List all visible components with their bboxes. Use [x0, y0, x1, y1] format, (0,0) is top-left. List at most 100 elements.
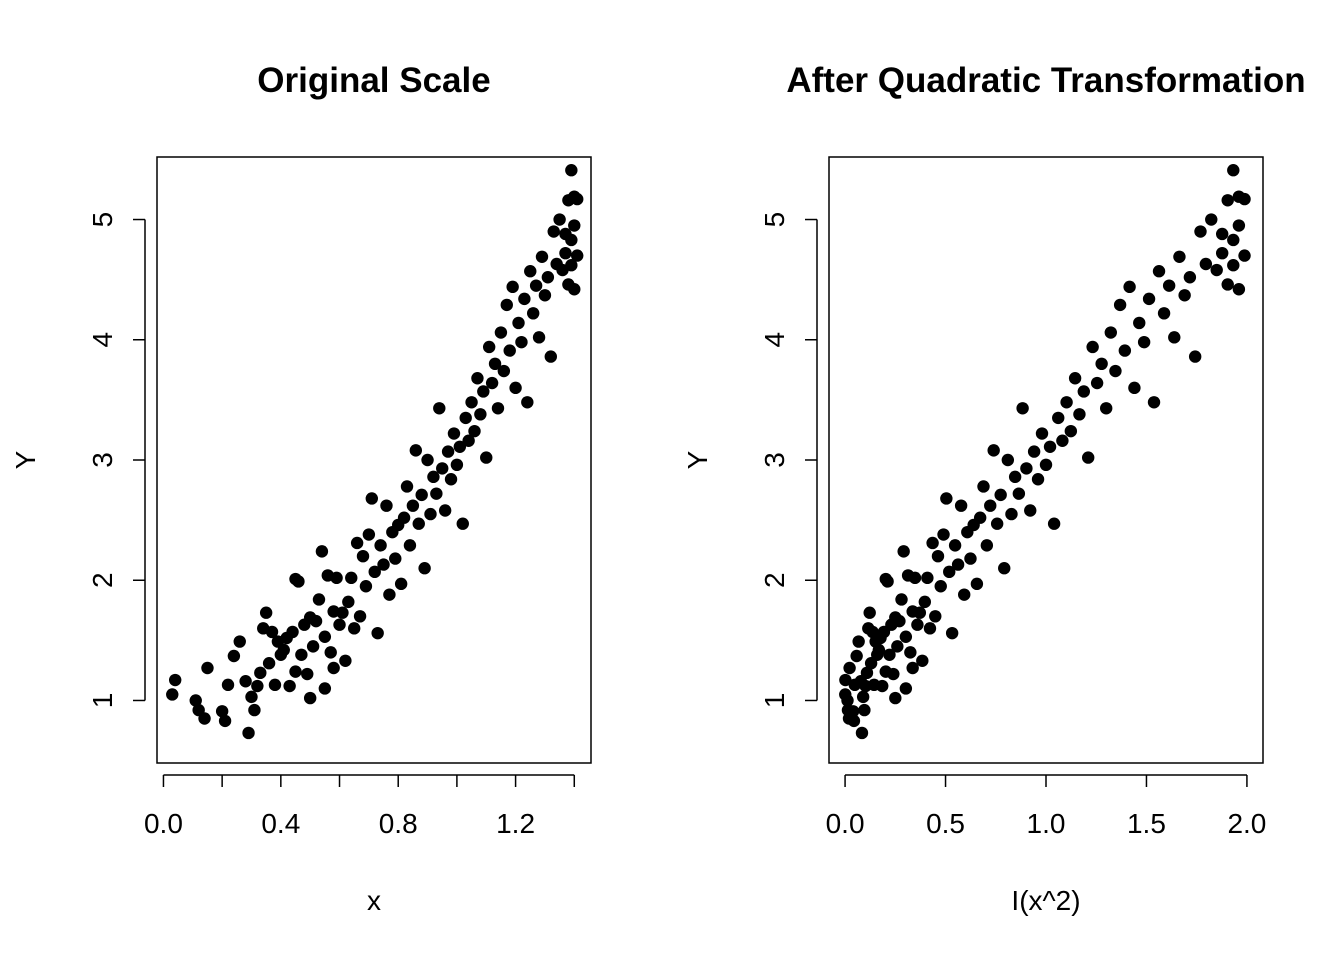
panel-2-data-point	[1099, 402, 1113, 415]
panel-2-data-point	[964, 552, 977, 565]
panel-2-data-point	[1090, 376, 1104, 390]
panel-1-data-point	[377, 558, 390, 571]
panel-1-data-point	[453, 440, 467, 453]
panel-1-data-point	[471, 372, 484, 385]
panel-2-data-point	[855, 726, 869, 740]
panel-2-data-point	[1194, 225, 1207, 238]
panel-1-data-point	[521, 396, 534, 409]
panel-1-data-point	[306, 640, 320, 653]
panel-1-data-point	[330, 571, 343, 585]
panel-2-data-point	[1077, 385, 1090, 398]
panel-1-data-point	[571, 249, 584, 262]
panel-2-data-point	[1086, 340, 1099, 354]
panel-1-data-point	[427, 470, 440, 484]
panel-1-data-point	[497, 364, 511, 378]
panel-1-data-point	[565, 164, 578, 177]
panel-2-data-point	[1221, 278, 1234, 291]
panel-2-data-point	[1031, 473, 1045, 486]
panel-1-y-tick-label: 3	[87, 452, 118, 468]
panel-2-data-point	[1215, 246, 1229, 260]
panel-1-data-point	[166, 688, 179, 701]
panel-2-x-tick-label: 0.5	[926, 808, 965, 839]
panel-1-data-point	[547, 225, 560, 238]
panel-1-data-point	[509, 381, 522, 395]
panel-2-data-point	[1060, 396, 1073, 409]
panel-1-data-point	[518, 292, 531, 306]
panel-2-data-point	[893, 614, 906, 628]
panel-1-data-point	[424, 507, 437, 521]
panel-1-data-point	[295, 648, 308, 661]
panel-1-data-point	[198, 712, 211, 725]
panel-2-data-point	[872, 643, 886, 657]
panel-1-data-point	[312, 593, 326, 606]
panel-2-data-point	[1052, 411, 1065, 425]
panel-1-data-point	[371, 626, 384, 640]
panel-2-data-point	[883, 648, 896, 661]
panel-1-data-point	[500, 298, 513, 312]
panel-2-data-point	[881, 575, 894, 588]
panel-2-y-tick-label: 5	[759, 212, 790, 228]
panel-1-data-point	[438, 504, 452, 517]
panel-2-y-tick-label: 2	[759, 572, 790, 588]
panel-2-data-point	[1133, 316, 1146, 330]
panel-1-data-point	[506, 280, 519, 294]
panel-2-x-tick-label: 1.0	[1027, 808, 1066, 839]
panel-1-data-point	[400, 480, 414, 493]
panel-2-data-point	[977, 480, 990, 493]
panel-1-data-point	[403, 539, 417, 552]
panel-2-data-point	[891, 640, 904, 653]
panel-1-data-point	[242, 726, 255, 740]
panel-2-data-point	[876, 679, 889, 693]
panel-1-data-point	[336, 606, 349, 619]
panel-1-data-point	[421, 453, 434, 467]
panel-2-data-point	[1024, 504, 1037, 517]
panel-1-data-point	[315, 545, 329, 558]
panel-1-data-point	[494, 326, 508, 339]
panel-2-data-point	[906, 661, 919, 675]
panel-2-data-point	[973, 511, 987, 524]
panel-1-data-point	[541, 271, 555, 284]
panel-1-data-point	[189, 694, 202, 707]
panel-2-data-point	[951, 558, 965, 571]
panel-2-data-point	[847, 714, 861, 728]
panel-2-data-point	[1081, 451, 1095, 464]
panel-2-data-point	[852, 635, 865, 648]
panel-2-data-point	[1147, 396, 1161, 409]
panel-2-data-point	[926, 536, 939, 550]
panel-1-data-point	[251, 679, 264, 693]
panel-1-data-point	[436, 462, 449, 475]
panel-1-data-point	[324, 646, 337, 659]
panel-2-x-axis-label: I(x^2)	[1011, 885, 1080, 916]
panel-2-data-point	[846, 705, 860, 718]
panel-1-data-point	[268, 678, 282, 692]
panel-1-x-tick-label: 1.2	[496, 808, 535, 839]
panel-2-data-point	[889, 691, 902, 705]
panel-2-data-point	[929, 610, 942, 623]
panel-1-data-point	[412, 517, 425, 530]
panel-1-data-point	[415, 488, 428, 502]
panel-1-data-point	[468, 424, 481, 438]
panel-2-plot-frame	[828, 156, 1264, 764]
panel-2-data-point	[1012, 487, 1026, 500]
panel-2-data-point	[987, 444, 1000, 457]
panel-1-y-tick-label: 4	[87, 332, 118, 348]
panel-1-data-point	[339, 654, 352, 667]
panel-2-data-point	[1205, 213, 1218, 226]
panel-1-data-point	[524, 265, 537, 278]
panel-1-data-point	[248, 703, 261, 717]
panel-2-data-point	[904, 646, 917, 659]
panel-2-data-point	[839, 673, 852, 687]
panel-2-data-point	[934, 580, 947, 593]
panel-2-data-point	[1005, 507, 1018, 521]
panel-2-data-point	[1227, 259, 1240, 272]
panel-2-data-point	[908, 571, 922, 585]
panel-2-data-point	[1123, 280, 1136, 294]
panel-1-data-point	[532, 331, 546, 344]
panel-2-data-point	[940, 492, 953, 505]
panel-1-data-point	[441, 445, 455, 458]
panel-1-data-point	[215, 705, 229, 718]
panel-2-data-point	[841, 694, 854, 707]
panel-1-data-point	[568, 283, 581, 296]
panel-1-data-point	[565, 259, 578, 272]
panel-2-data-point	[1221, 194, 1234, 207]
